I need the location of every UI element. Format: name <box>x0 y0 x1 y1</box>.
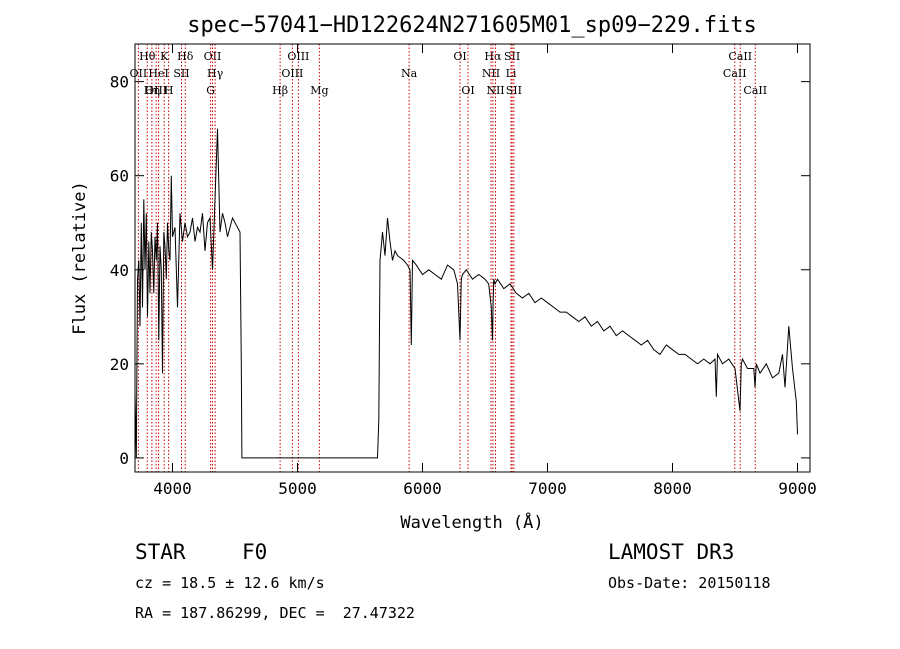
spectral-line-label: Li <box>506 67 517 80</box>
spectral-line-label: Hδ <box>177 50 194 63</box>
x-tick-label: 6000 <box>403 479 442 498</box>
spectral-line-label: HeI <box>148 67 168 80</box>
spectral-line-label: OIII <box>281 67 303 80</box>
x-tick-label: 7000 <box>528 479 567 498</box>
x-tick-label: 9000 <box>778 479 817 498</box>
spectral-line-label: Hβ <box>272 84 288 97</box>
chart-title: spec−57041−HD122624N271605M01_sp09−229.f… <box>187 13 757 38</box>
spectral-line-label: SII <box>173 67 189 80</box>
spectral-line-label: CaII <box>728 50 752 63</box>
spectral-line-label: OI <box>461 84 474 97</box>
spectral-line-markers: Hθ OII OIII K HeI Hη SII H Hδ OII Hγ G Hβ OIII OIII Mg N… <box>130 44 767 472</box>
spectral-line-label: Hη <box>144 84 160 97</box>
spectral-line-label: K <box>160 50 169 63</box>
spectrum-line <box>134 128 798 459</box>
plot-frame <box>134 43 811 473</box>
spectral-line-label: OII <box>130 67 148 80</box>
y-tick-label: 60 <box>110 167 129 186</box>
spectral-line-label: OIII <box>287 50 309 63</box>
x-tick-label: 4000 <box>153 479 192 498</box>
object-class: STAR <box>135 540 186 564</box>
spectral-line-label: Na <box>401 67 418 80</box>
spectral-line-label: SII <box>506 84 522 97</box>
x-axis-label: Wavelength (Å) <box>400 511 543 533</box>
spectral-line-label: SII <box>504 50 520 63</box>
spectral-line-label: OII <box>204 50 222 63</box>
spectral-line-label: H <box>164 84 174 97</box>
y-tick-label: 0 <box>119 449 129 468</box>
spectral-line-label: OI <box>453 50 466 63</box>
spectral-line-label: NII <box>482 67 500 80</box>
y-axis-label: Flux (relative) <box>70 181 90 335</box>
spectral-line-label: G <box>206 84 215 97</box>
spectral-line-label: Mg <box>310 84 328 97</box>
spectral-line-label: NII <box>486 84 504 97</box>
spectrum-series <box>134 128 798 459</box>
object-subclass: F0 <box>242 540 268 564</box>
axis-ticks: 4000 5000 6000 7000 8000 9000 0 20 40 60 80 <box>110 44 817 498</box>
spectral-line-label: OIII <box>145 84 167 97</box>
x-tick-label: 8000 <box>653 479 692 498</box>
y-tick-label: 40 <box>110 261 129 280</box>
y-tick-label: 80 <box>110 73 129 92</box>
spectral-line-label: CaII <box>723 67 747 80</box>
x-tick-label: 5000 <box>278 479 317 498</box>
spectral-line-label: Hγ <box>207 67 224 80</box>
redshift-value: cz = 18.5 ± 12.6 km/s <box>135 574 325 592</box>
y-tick-label: 20 <box>110 355 129 374</box>
survey-name: LAMOST DR3 <box>608 540 735 564</box>
coordinates: RA = 187.86299, DEC = 27.47322 <box>135 604 415 622</box>
spectral-line-label: Hθ <box>139 50 156 63</box>
obs-date: Obs-Date: 20150118 <box>608 574 771 592</box>
spectral-line-label: Hα <box>484 50 502 63</box>
spectral-line-label: CaII <box>743 84 767 97</box>
